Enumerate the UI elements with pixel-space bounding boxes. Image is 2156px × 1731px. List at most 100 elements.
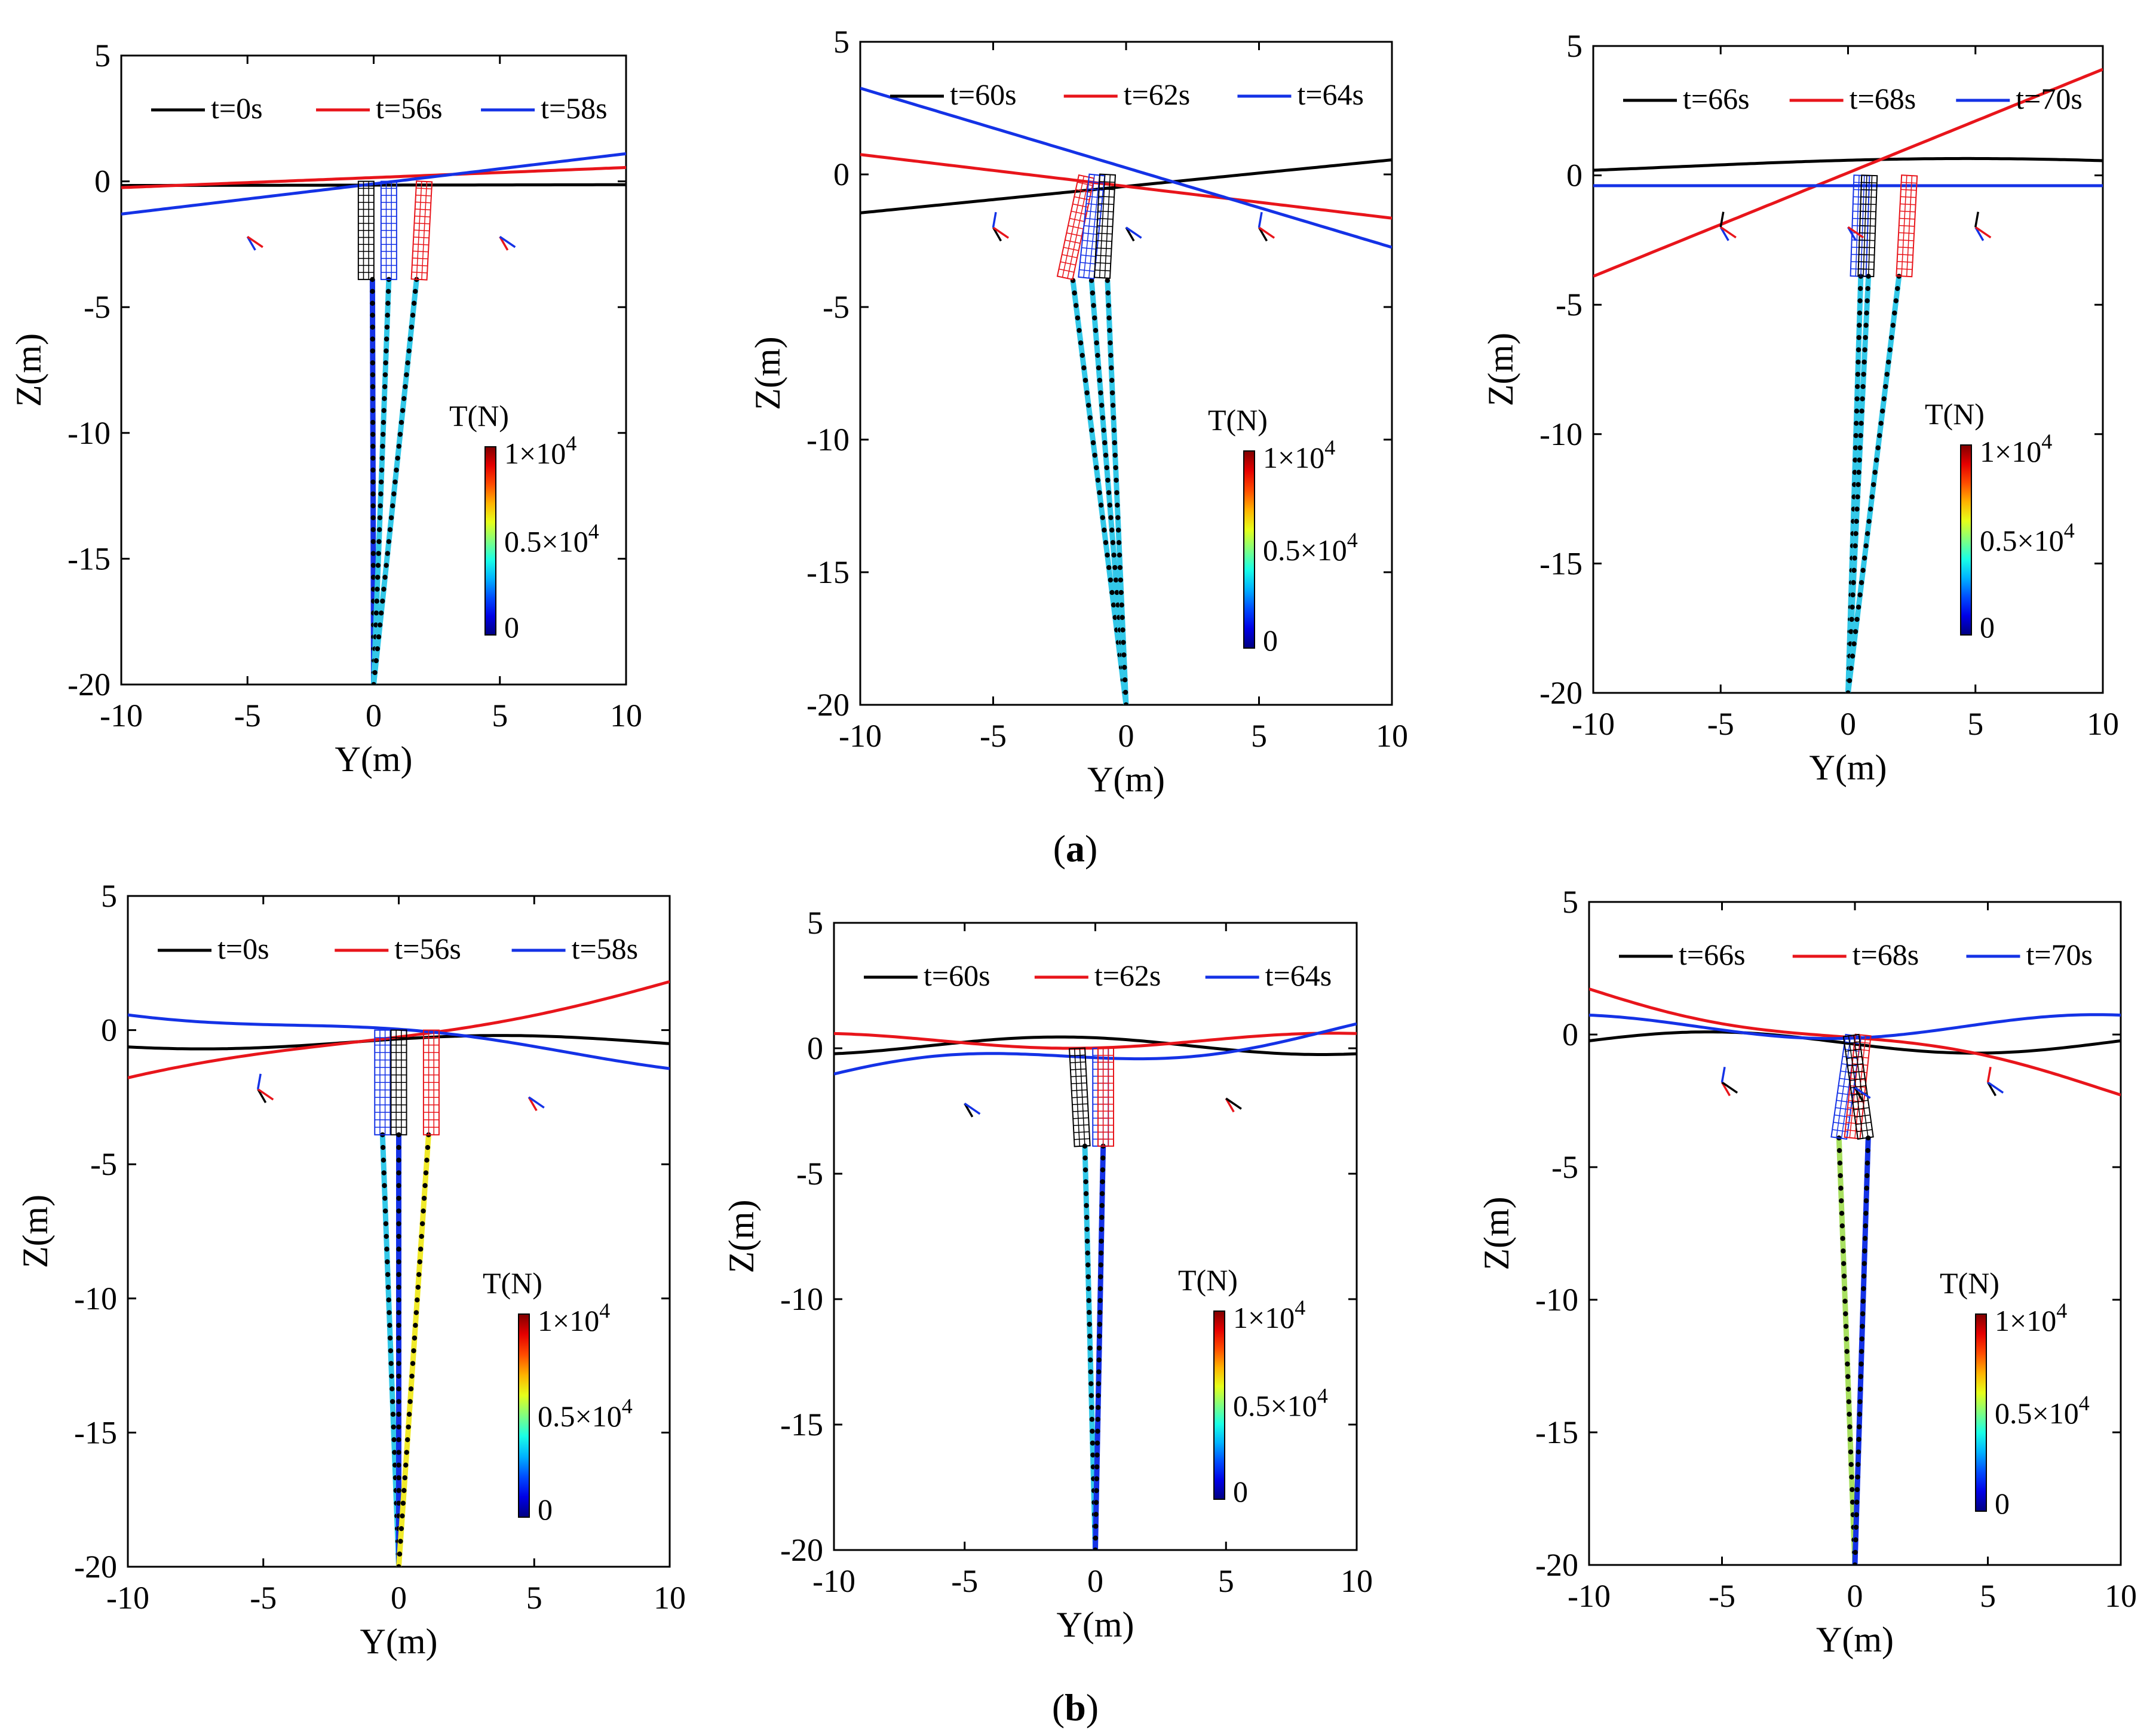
cable-node bbox=[1093, 1524, 1099, 1529]
cable-node bbox=[396, 1411, 401, 1417]
cable-node bbox=[1099, 1226, 1105, 1232]
y-tick-label: -15 bbox=[1535, 1414, 1578, 1450]
buoy-mesh-h bbox=[1087, 188, 1103, 191]
chart-panel-a2: -10 -5 0 5 10 5 0 -5 -10 -15 -20 Y(m) Z(m) t=60s t=62s… bbox=[748, 24, 1408, 799]
legend-label-t=58s: t=58s bbox=[572, 932, 639, 965]
marker-glyph bbox=[528, 1096, 545, 1112]
cable-node bbox=[382, 1208, 388, 1214]
cable-node bbox=[1850, 1487, 1855, 1493]
cable-node bbox=[386, 539, 392, 544]
cable-node bbox=[1098, 390, 1103, 395]
cable-node bbox=[375, 575, 381, 580]
cable-node bbox=[1090, 1452, 1096, 1458]
cable-node bbox=[1856, 1462, 1861, 1468]
cable-node bbox=[396, 1322, 401, 1328]
cable-node bbox=[1837, 1161, 1843, 1166]
cable-node bbox=[396, 1247, 401, 1252]
y-axis-title: Z(m) bbox=[1477, 1196, 1516, 1270]
cable-node bbox=[1869, 494, 1875, 499]
cable-node bbox=[376, 539, 382, 544]
cable-node bbox=[1864, 1173, 1870, 1178]
cable-node bbox=[1096, 365, 1102, 371]
cable-node bbox=[382, 1195, 388, 1201]
cable-node bbox=[1093, 1500, 1099, 1505]
y-tick-label: 0 bbox=[101, 1012, 117, 1048]
cable-node bbox=[416, 1272, 422, 1277]
x-axis-title: Y(m) bbox=[1816, 1620, 1894, 1659]
buoy-black bbox=[1069, 1047, 1091, 1147]
cable-node bbox=[385, 312, 390, 318]
marker-stroke-blue bbox=[1719, 226, 1729, 241]
colorbar: T(N)1×104 0.5×104 0 bbox=[449, 399, 599, 644]
marker-glyph bbox=[1125, 226, 1142, 242]
cable-node bbox=[1107, 327, 1112, 333]
legend: t=0s t=56s t=58s bbox=[151, 91, 608, 125]
cable-node bbox=[1098, 1250, 1104, 1256]
buoy-black bbox=[357, 180, 375, 280]
cable-node bbox=[1093, 1547, 1098, 1550]
cable-node bbox=[1094, 1488, 1099, 1493]
cable-node bbox=[1113, 465, 1118, 471]
cable-node bbox=[1858, 433, 1863, 438]
cable-node bbox=[1857, 1399, 1863, 1404]
x-tick-label: 10 bbox=[1341, 1563, 1373, 1599]
cable-node bbox=[376, 551, 381, 556]
legend-label-t=70s: t=70s bbox=[2016, 82, 2083, 115]
marker-stroke-blue bbox=[1720, 1067, 1726, 1083]
cable-node bbox=[1853, 629, 1858, 634]
cable-node bbox=[396, 1462, 401, 1468]
buoy-mesh-h bbox=[1847, 1063, 1863, 1067]
cable-node bbox=[373, 658, 379, 664]
y-tick-label: -20 bbox=[1535, 1547, 1578, 1583]
cable-node bbox=[384, 324, 390, 330]
legend-label-t=56s: t=56s bbox=[376, 91, 443, 125]
legend-label-t=62s: t=62s bbox=[1094, 959, 1161, 992]
cable-node bbox=[1845, 1386, 1851, 1392]
cable-node bbox=[1857, 298, 1863, 303]
y-tick-label: -15 bbox=[68, 541, 111, 576]
cable-node bbox=[1872, 469, 1878, 475]
cable-node bbox=[378, 610, 384, 616]
cable-node bbox=[1870, 482, 1876, 487]
cable-node bbox=[1851, 580, 1856, 585]
cable-node bbox=[1123, 702, 1129, 705]
cable-node bbox=[1095, 1405, 1101, 1410]
cable-node bbox=[1857, 310, 1863, 316]
cable-node bbox=[421, 1195, 427, 1201]
legend-label-t=60s: t=60s bbox=[950, 78, 1017, 111]
x-tick-label: 10 bbox=[610, 698, 642, 733]
y-tick-label: 0 bbox=[833, 156, 849, 192]
cable-node bbox=[1097, 490, 1102, 495]
buoy-mesh-h bbox=[1069, 217, 1085, 222]
buoy-black bbox=[390, 1029, 407, 1135]
cable-node bbox=[381, 1158, 387, 1163]
cable-node bbox=[403, 384, 408, 389]
colorbar-mid-label: 0.5×104 bbox=[504, 520, 599, 558]
cable-node bbox=[1852, 469, 1857, 475]
cable-node bbox=[407, 1399, 413, 1404]
surface-line-t=56s bbox=[128, 980, 670, 1079]
cable-node bbox=[1854, 396, 1860, 401]
cable-node bbox=[1860, 567, 1866, 573]
marker-stroke-red bbox=[1258, 226, 1275, 239]
cable-node bbox=[1087, 1345, 1093, 1351]
cable-node bbox=[1886, 359, 1891, 365]
buoy-black bbox=[1857, 174, 1878, 278]
cable-node bbox=[1856, 1424, 1862, 1429]
cable-node bbox=[1078, 340, 1084, 346]
y-tick-label: 5 bbox=[833, 24, 849, 60]
marker-stroke-blue bbox=[1987, 1081, 2004, 1094]
buoy-mesh-h bbox=[1071, 1082, 1087, 1085]
buoy-mesh-h bbox=[1859, 232, 1875, 234]
cable-node bbox=[1857, 286, 1863, 291]
colorbar-gradient bbox=[518, 1313, 530, 1518]
buoy-mesh-h bbox=[1853, 1100, 1869, 1103]
y-tick-label: 5 bbox=[94, 38, 111, 73]
buoy-mesh-h bbox=[1842, 1055, 1858, 1059]
cable-node bbox=[1856, 1437, 1861, 1442]
cable-node bbox=[1112, 440, 1117, 446]
buoy-mesh-h bbox=[1835, 1107, 1851, 1110]
buoy-red bbox=[422, 1029, 440, 1135]
cable-node bbox=[1121, 640, 1126, 645]
cable-node bbox=[1106, 315, 1112, 321]
